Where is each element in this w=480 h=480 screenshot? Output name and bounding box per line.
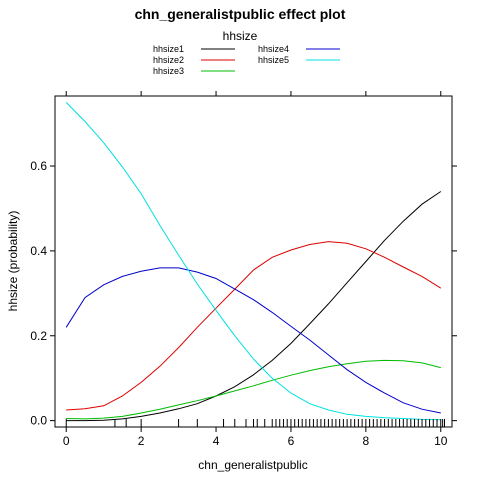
y-tick-label: 0.2	[30, 329, 47, 343]
legend-label-hhsize1: hhsize1	[153, 44, 184, 54]
legend-label-hhsize5: hhsize5	[258, 55, 289, 65]
x-tick-label: 0	[63, 434, 70, 448]
x-tick-label: 8	[363, 434, 370, 448]
legend-label-hhsize4: hhsize4	[258, 44, 289, 54]
legend-label-hhsize2: hhsize2	[153, 55, 184, 65]
legend-label-hhsize3: hhsize3	[153, 66, 184, 76]
series-layer	[65, 102, 442, 422]
series-line-hhsize5	[65, 102, 441, 421]
series-line-hhsize1	[66, 191, 442, 422]
y-tick-label: 0.4	[30, 244, 47, 258]
y-axis-label: hhsize (probability)	[6, 211, 20, 312]
axes: 0 2 4 6 8 10 0.0 0.2 0.4 0.6	[30, 91, 457, 448]
legend-title: hhsize	[223, 29, 258, 43]
y-tick-label: 0.6	[30, 159, 47, 173]
x-tick-label: 4	[213, 434, 220, 448]
x-axis-label: chn_generalistpublic	[198, 458, 307, 472]
chart-title: chn_generalistpublic effect plot	[135, 6, 346, 22]
x-tick-label: 10	[434, 434, 448, 448]
series-line-hhsize2	[66, 241, 442, 411]
y-tick-label: 0.0	[30, 414, 47, 428]
rug	[65, 419, 446, 427]
x-tick-label: 6	[288, 434, 295, 448]
series-line-hhsize4	[65, 267, 441, 414]
series-line-hhsize3	[66, 359, 441, 420]
x-tick-label: 2	[138, 434, 145, 448]
